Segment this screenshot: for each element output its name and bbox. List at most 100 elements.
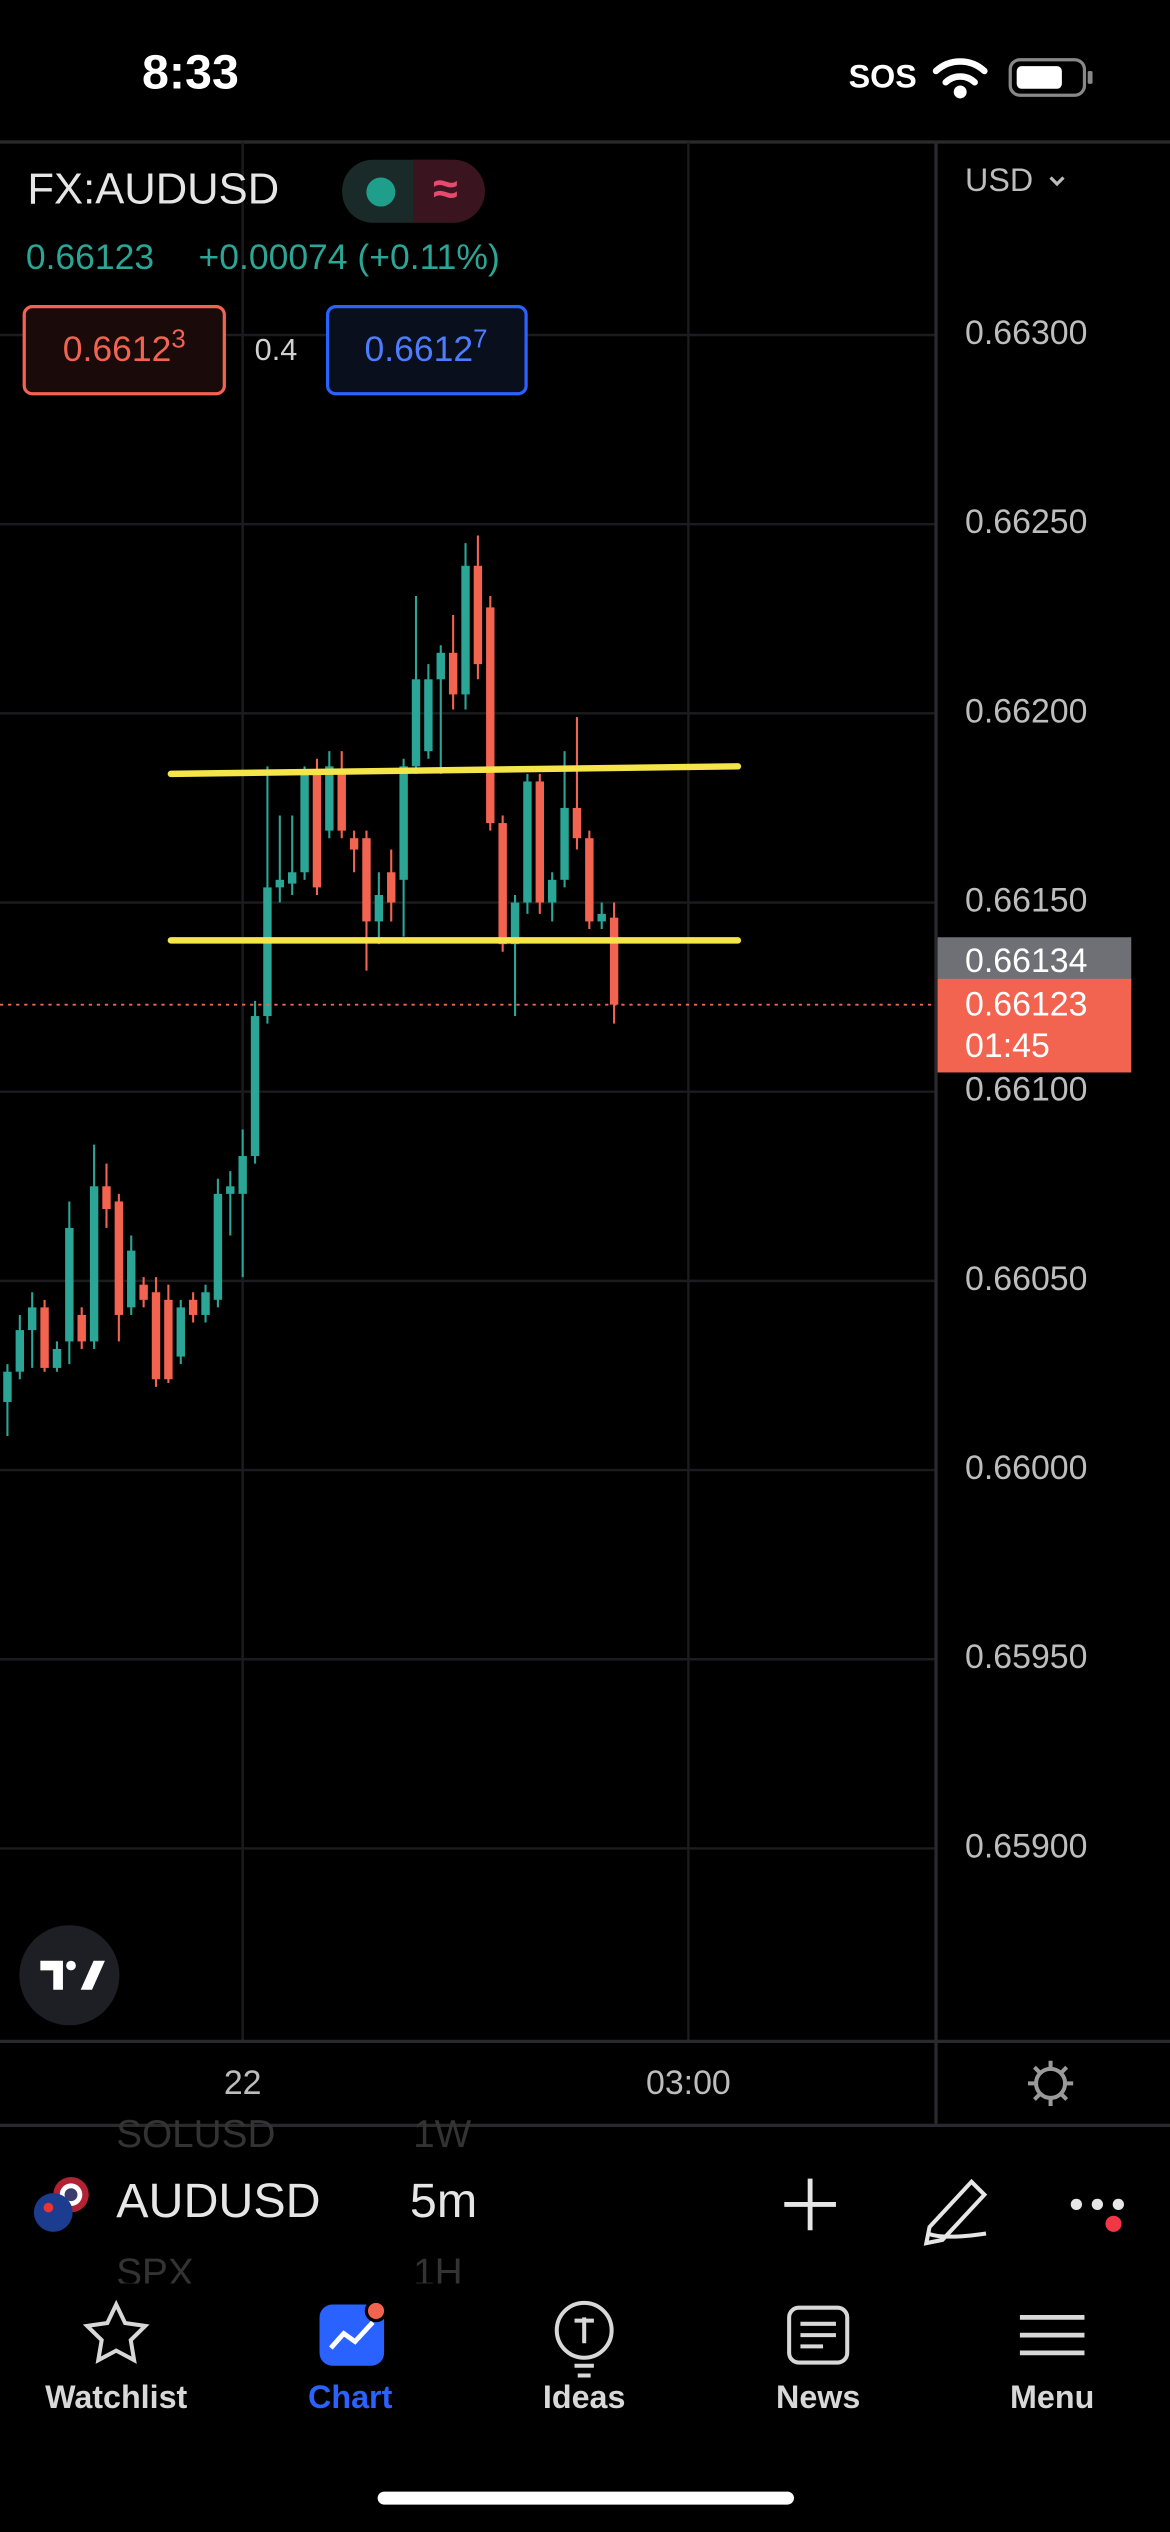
candle-body [102, 1186, 111, 1210]
ask-pip: 7 [473, 325, 487, 353]
tab-label[interactable]: News [776, 2379, 860, 2415]
tab-label[interactable]: Watchlist [45, 2379, 187, 2415]
y-tick-label: 0.66200 [965, 692, 1087, 730]
candle-body [287, 872, 297, 884]
candle-body [461, 565, 470, 695]
spread: 0.4 [255, 333, 298, 367]
candle-body [337, 773, 346, 831]
candle-body [374, 894, 384, 922]
settings-gear[interactable] [1027, 2060, 1074, 2106]
wifi-icon [932, 58, 988, 99]
candle-body [213, 1193, 223, 1300]
candle-body [585, 838, 594, 922]
bid-button[interactable]: 0.66123 [22, 305, 226, 396]
draw-button[interactable] [923, 2178, 988, 2246]
x-tick-label: 22 [224, 2064, 262, 2102]
candle-body [188, 1299, 198, 1315]
candle-body [411, 679, 421, 767]
bid-main: 0.6612 [63, 329, 172, 369]
menu-icon[interactable] [1019, 2314, 1085, 2356]
tab-label[interactable]: Chart [308, 2379, 393, 2415]
candle-body [362, 838, 371, 922]
candle-body [572, 807, 582, 839]
price-label: 0.66134 [965, 942, 1087, 980]
ask-button[interactable]: 0.66127 [325, 305, 528, 396]
candle-body [238, 1156, 247, 1194]
y-tick-label: 0.66000 [965, 1449, 1087, 1487]
x-tick-label: 03:00 [646, 2064, 731, 2102]
candle-body [201, 1292, 210, 1315]
watchlist-icon[interactable] [82, 2299, 150, 2364]
bar-countdown: 01:45 [965, 1027, 1050, 1065]
trend-line[interactable] [167, 763, 742, 778]
status-time: 8:33 [142, 46, 239, 100]
candle-body [176, 1307, 185, 1357]
candle-body [597, 913, 606, 922]
battery-icon [1008, 58, 1093, 97]
candle-body [15, 1330, 25, 1372]
candle-body [387, 872, 396, 903]
symbol-flags [33, 2176, 89, 2232]
add-button[interactable] [784, 2178, 836, 2231]
candle-body [226, 1186, 235, 1194]
toolbar-symbol[interactable]: AUDUSD [116, 2174, 320, 2228]
candle-body [547, 879, 557, 903]
candle-body [114, 1201, 124, 1315]
candle-body [325, 766, 334, 831]
candle-body [3, 1371, 12, 1402]
status-toggle[interactable]: ≈ [342, 159, 485, 223]
ask-price: 0.66127 [365, 325, 488, 369]
last-price: 0.66123 [26, 237, 154, 277]
candle-body [89, 1186, 99, 1342]
toolbar-interval[interactable]: 5m [410, 2174, 477, 2228]
symbol-name[interactable]: FX:AUDUSD [27, 166, 279, 214]
home-indicator [377, 2491, 794, 2505]
picker-symbol-above: SOLUSD [116, 2113, 275, 2156]
candle-body [164, 1299, 173, 1380]
currency-dropdown[interactable]: USD [965, 162, 1065, 198]
bid-pip: 3 [171, 325, 185, 353]
last-price-box [935, 978, 1132, 1073]
candle-body [523, 781, 532, 903]
candle-body [498, 823, 507, 945]
bid-price: 0.66123 [63, 325, 186, 369]
candle-body [40, 1307, 49, 1368]
last-price-label: 0.66123 [965, 985, 1087, 1023]
currency: USD [965, 162, 1033, 198]
y-tick-label: 0.66300 [965, 314, 1087, 352]
candle-body [486, 607, 495, 824]
candle-body [77, 1314, 86, 1342]
y-tick-label: 0.65950 [965, 1638, 1087, 1676]
ask-main: 0.6612 [365, 329, 474, 369]
candle-body [560, 807, 569, 880]
price-change: +0.00074 (+0.11%) [199, 237, 500, 277]
candle-body [436, 652, 445, 680]
candle-body [151, 1292, 161, 1380]
candle-body [312, 773, 322, 888]
candle-body [349, 838, 359, 850]
tab-label[interactable]: Menu [1010, 2379, 1094, 2415]
candle-body [127, 1250, 136, 1308]
y-tick-label: 0.66250 [965, 503, 1087, 541]
candle-body [263, 887, 272, 1017]
ideas-icon[interactable] [554, 2300, 614, 2378]
y-tick-label: 0.65900 [965, 1827, 1087, 1865]
tradingview-logo[interactable] [19, 1925, 120, 2026]
candle-body [473, 565, 483, 665]
candle-body [535, 781, 545, 903]
picker-interval-above: 1W [413, 2113, 472, 2156]
y-tick-label: 0.66150 [965, 881, 1087, 919]
news-icon[interactable] [787, 2305, 850, 2365]
candle-body [139, 1284, 148, 1300]
chart-icon[interactable] [319, 2299, 388, 2366]
more-button[interactable] [1070, 2198, 1124, 2232]
tab-label[interactable]: Ideas [543, 2379, 626, 2415]
candle-body [275, 879, 285, 888]
candle-body [448, 652, 458, 695]
candle-body [399, 766, 408, 880]
candle-body [424, 679, 433, 752]
candle-body [510, 902, 520, 945]
